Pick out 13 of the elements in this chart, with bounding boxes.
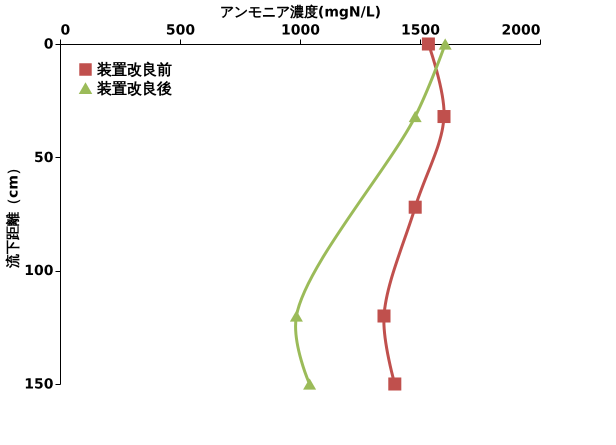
y-tick-label: 0 bbox=[44, 36, 54, 52]
legend-label: 装置改良前 bbox=[96, 60, 172, 78]
y-axis-title: 流下距離（cm） bbox=[4, 161, 22, 269]
x-tick-label: 1500 bbox=[401, 22, 440, 38]
x-tick-label: 1000 bbox=[281, 22, 320, 38]
y-tick-label: 50 bbox=[34, 150, 54, 166]
y-tick-label: 100 bbox=[24, 263, 54, 280]
legend-label: 装置改良後 bbox=[96, 80, 172, 98]
x-tick-label: 500 bbox=[166, 22, 196, 38]
x-tick-label: 2000 bbox=[502, 22, 541, 38]
x-tick-label: 0 bbox=[60, 22, 70, 38]
x-axis-title: アンモニア濃度(mgN/L) bbox=[220, 4, 382, 20]
y-tick-label: 150 bbox=[24, 376, 54, 392]
